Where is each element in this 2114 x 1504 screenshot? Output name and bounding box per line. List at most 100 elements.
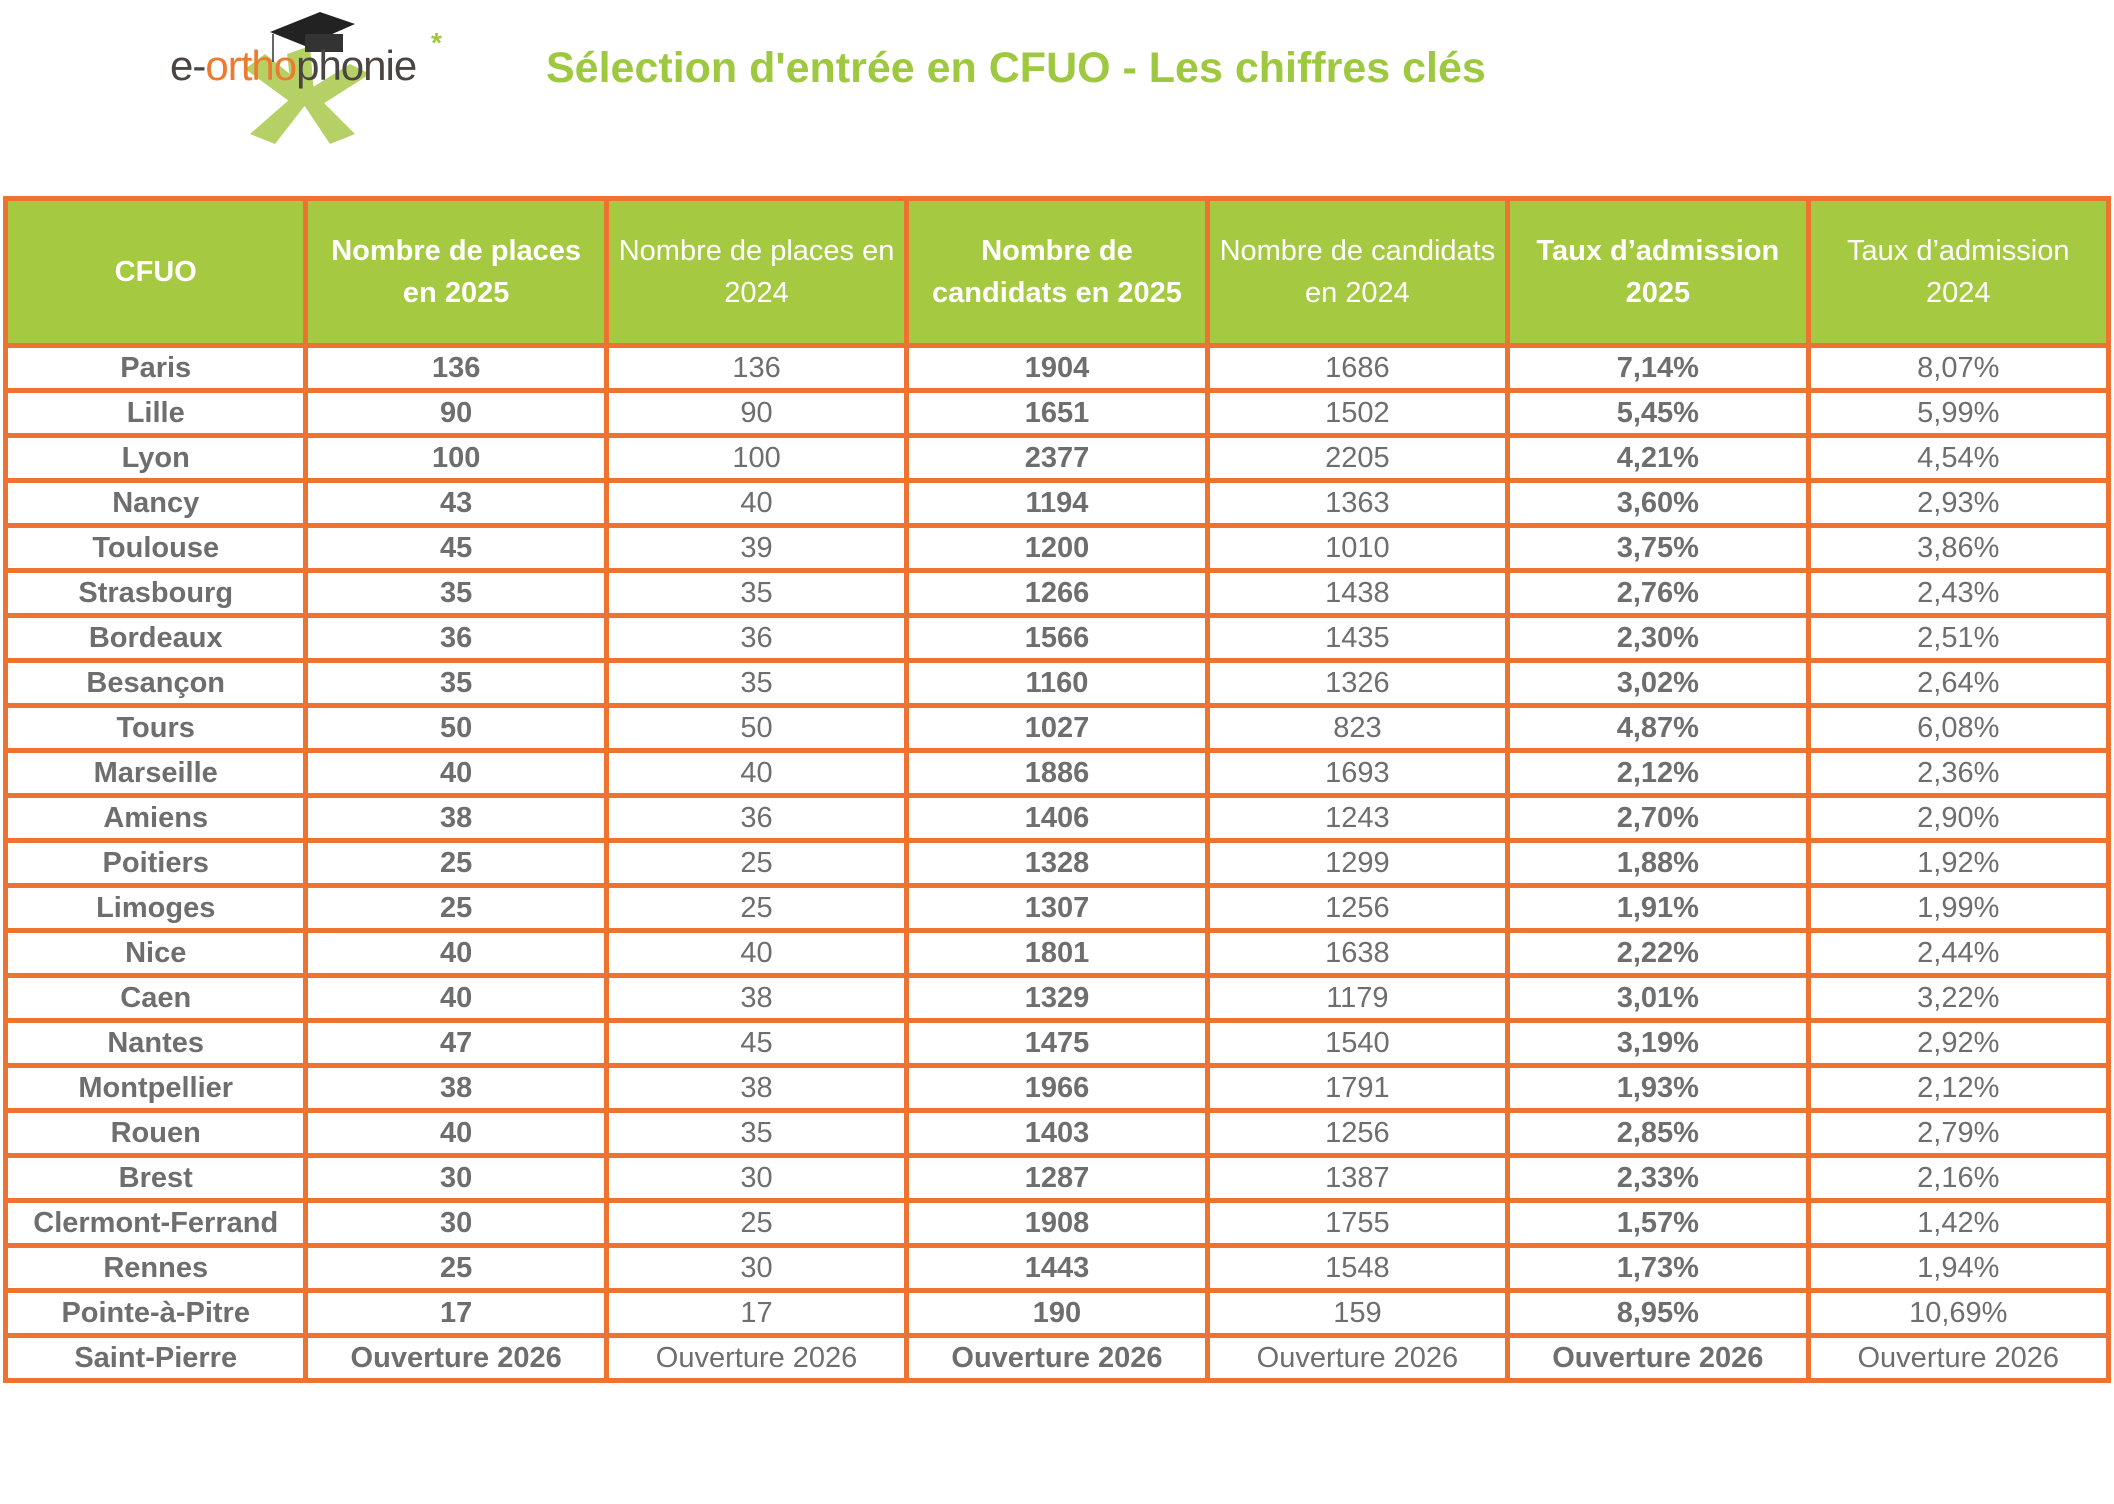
table-cell: 2,44% [1805, 928, 2112, 978]
table-cell: 3,19% [1505, 1018, 1811, 1068]
table-cell: 2,90% [1805, 793, 2112, 843]
table-cell: 2,16% [1805, 1153, 2112, 1203]
table-cell: 1256 [1204, 1108, 1511, 1158]
table-cell: 40 [603, 478, 910, 528]
table-row: Nantes 47 45 1475 1540 3,19% 2,92% [2, 1018, 2112, 1068]
table-cell: 1299 [1204, 838, 1511, 888]
table-cell: 25 [303, 883, 609, 933]
cfuo-name-cell: Limoges [2, 883, 309, 933]
table-cell: 40 [303, 928, 609, 978]
table-cell: 159 [1204, 1288, 1511, 1338]
table-cell: 36 [303, 613, 609, 663]
table-row: Marseille 40 40 1886 1693 2,12% 2,36% [2, 748, 2112, 798]
table-cell: 4,21% [1505, 433, 1811, 483]
table-cell: 1908 [904, 1198, 1210, 1248]
table-cell: 30 [303, 1153, 609, 1203]
table-cell: 100 [603, 433, 910, 483]
table-row: Limoges 25 25 1307 1256 1,91% 1,99% [2, 883, 2112, 933]
table-row: Amiens 38 36 1406 1243 2,70% 2,90% [2, 793, 2112, 843]
table-cell: 1886 [904, 748, 1210, 798]
table-cell: 1329 [904, 973, 1210, 1023]
table-cell: 40 [603, 748, 910, 798]
table-cell: 2,22% [1505, 928, 1811, 978]
table-row: Lyon 100 100 2377 2205 4,21% 4,54% [2, 433, 2112, 483]
cfuo-name-cell: Brest [2, 1153, 309, 1203]
table-cell: 45 [303, 523, 609, 573]
table-cell: 90 [603, 388, 910, 438]
e-orthophonie-logo: * e-orthophonie [165, 4, 455, 144]
table-cell: 1651 [904, 388, 1210, 438]
cfuo-name-cell: Marseille [2, 748, 309, 798]
cfuo-name-cell: Nantes [2, 1018, 309, 1068]
column-header: Nombre de candidats en 2025 [904, 196, 1210, 348]
table-cell: 40 [303, 1108, 609, 1158]
table-cell: 100 [303, 433, 609, 483]
table-row: Lille 90 90 1651 1502 5,45% 5,99% [2, 388, 2112, 438]
table-cell: 2,92% [1805, 1018, 2112, 1068]
table-cell: 1287 [904, 1153, 1210, 1203]
table-cell: 2,85% [1505, 1108, 1811, 1158]
table-cell: 2,33% [1505, 1153, 1811, 1203]
table-cell: 1801 [904, 928, 1210, 978]
table-cell: 1438 [1204, 568, 1511, 618]
table-cell: 39 [603, 523, 910, 573]
table-cell: 2,12% [1805, 1063, 2112, 1113]
table-cell: 1194 [904, 478, 1210, 528]
table-row: Besançon 35 35 1160 1326 3,02% 2,64% [2, 658, 2112, 708]
table-cell: 3,75% [1505, 523, 1811, 573]
table-cell: 1791 [1204, 1063, 1511, 1113]
table-cell: 17 [603, 1288, 910, 1338]
table-cell: 1540 [1204, 1018, 1511, 1068]
column-header: CFUO [2, 196, 309, 348]
table-cell: 1387 [1204, 1153, 1511, 1203]
cfuo-name-cell: Strasbourg [2, 568, 309, 618]
table-cell: 1475 [904, 1018, 1210, 1068]
cfuo-name-cell: Caen [2, 973, 309, 1023]
table-cell: 1256 [1204, 883, 1511, 933]
table-cell: 1403 [904, 1108, 1210, 1158]
table-cell: 36 [603, 793, 910, 843]
table-row: Strasbourg 35 35 1266 1438 2,76% 2,43% [2, 568, 2112, 618]
cfuo-name-cell: Bordeaux [2, 613, 309, 663]
table-cell: 38 [603, 1063, 910, 1113]
table-cell: 90 [303, 388, 609, 438]
table-cell: 4,54% [1805, 433, 2112, 483]
logo-asterisk-icon: * [245, 12, 442, 144]
cfuo-name-cell: Montpellier [2, 1063, 309, 1113]
table-cell: 1,88% [1505, 838, 1811, 888]
table-cell: 1243 [1204, 793, 1511, 843]
column-header: Taux d’admission 2025 [1505, 196, 1811, 348]
table-cell: 2,79% [1805, 1108, 2112, 1158]
table-cell: 35 [603, 1108, 910, 1158]
table-cell: 1443 [904, 1243, 1210, 1293]
table-cell: 1566 [904, 613, 1210, 663]
table-cell: 1,57% [1505, 1198, 1811, 1248]
table-cell: 1904 [904, 343, 1210, 393]
column-header: Nombre de places en 2025 [303, 196, 609, 348]
table-cell: 4,87% [1505, 703, 1811, 753]
table-cell: 43 [303, 478, 609, 528]
cfuo-table: CFUO Nombre de places en 2025 Nombre de pl… [2, 196, 2112, 1383]
table-cell: 25 [603, 1198, 910, 1248]
table-row: Montpellier 38 38 1966 1791 1,93% 2,12% [2, 1063, 2112, 1113]
table-cell: 38 [603, 973, 910, 1023]
table-cell: 1,91% [1505, 883, 1811, 933]
table-cell: 2,12% [1505, 748, 1811, 798]
table-cell: 30 [303, 1198, 609, 1248]
table-cell: 1326 [1204, 658, 1511, 708]
table-cell: 1307 [904, 883, 1210, 933]
column-header: Taux d’admission 2024 [1805, 196, 2112, 348]
table-cell: 3,01% [1505, 973, 1811, 1023]
table-cell: 2377 [904, 433, 1210, 483]
table-cell: 2,70% [1505, 793, 1811, 843]
table-cell: 3,60% [1505, 478, 1811, 528]
table-row: Paris 136 136 1904 1686 7,14% 8,07% [2, 343, 2112, 393]
table-cell: 1,93% [1505, 1063, 1811, 1113]
table-cell: Ouverture 2026 [1505, 1333, 1811, 1383]
table-row: Pointe-à-Pitre 17 17 190 159 8,95% 10,69% [2, 1288, 2112, 1338]
column-header: Nombre de places en 2024 [603, 196, 910, 348]
table-cell: 1,42% [1805, 1198, 2112, 1248]
cfuo-name-cell: Amiens [2, 793, 309, 843]
table-cell: 35 [303, 658, 609, 708]
table-cell: 2,64% [1805, 658, 2112, 708]
